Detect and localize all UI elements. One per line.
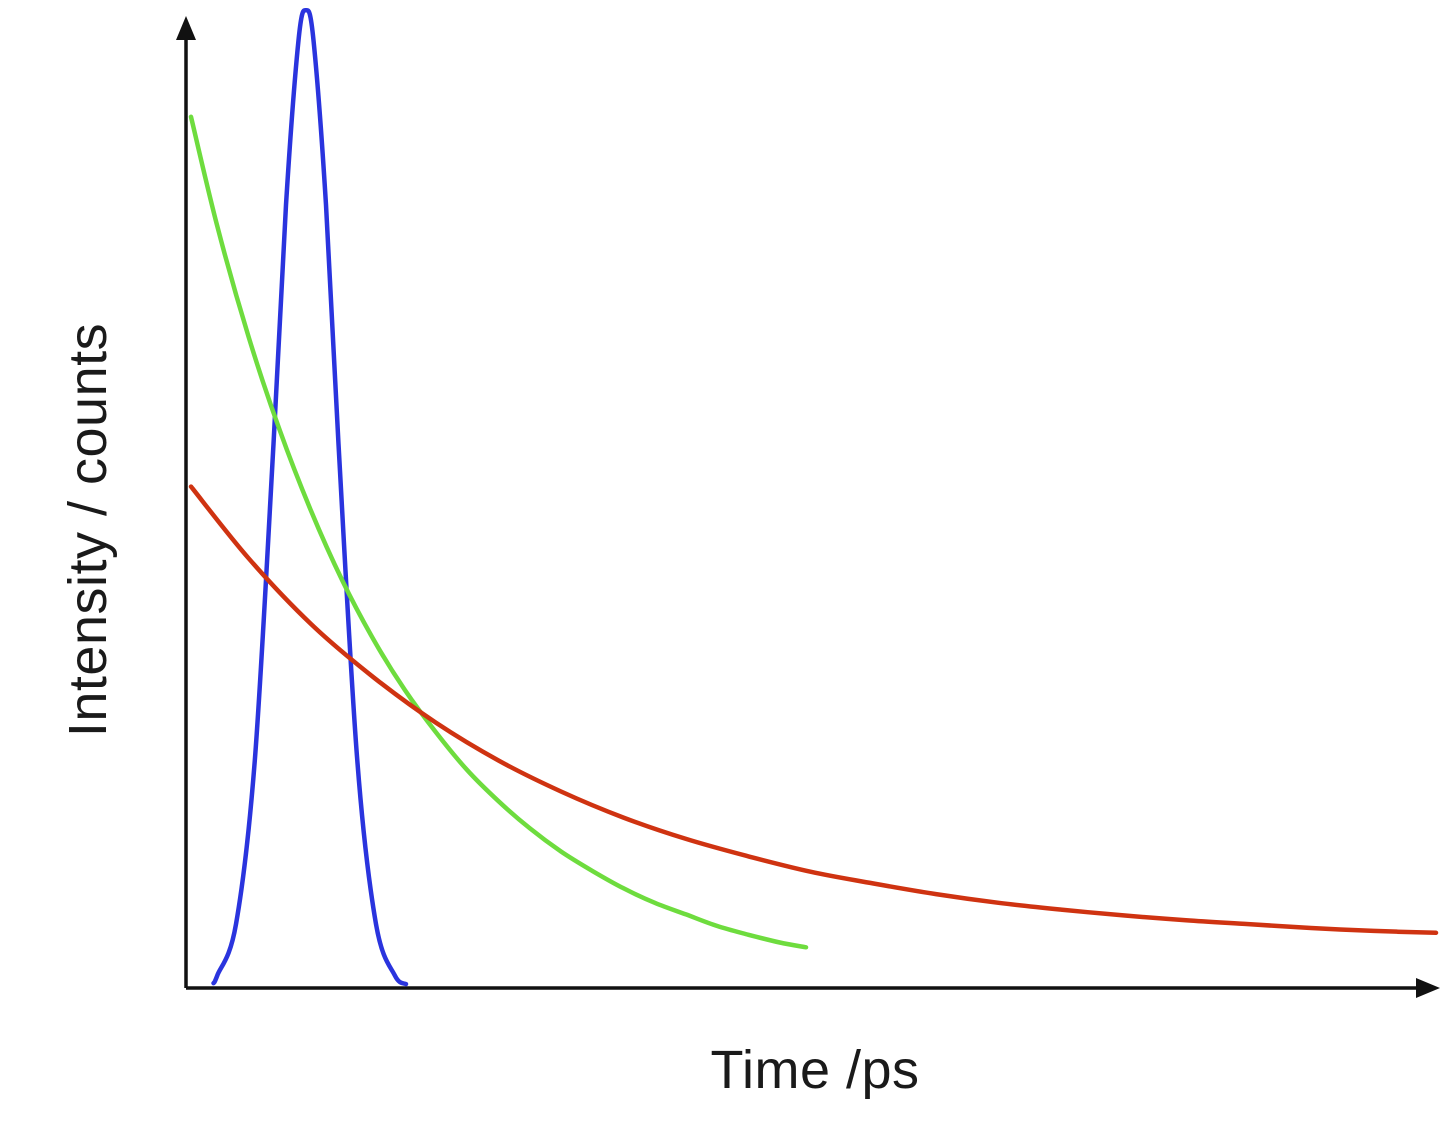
series-path-red-slow-decay — [188, 484, 1439, 936]
y-axis-arrowhead — [176, 16, 196, 40]
x-axis-arrowhead — [1416, 978, 1440, 998]
series-path-green-fast-decay — [188, 114, 809, 950]
series-path-blue-gaussian-pulse — [211, 8, 409, 987]
x-axis-label: Time /ps — [710, 1040, 920, 1100]
y-axis-label: Intensity / counts — [58, 322, 118, 738]
